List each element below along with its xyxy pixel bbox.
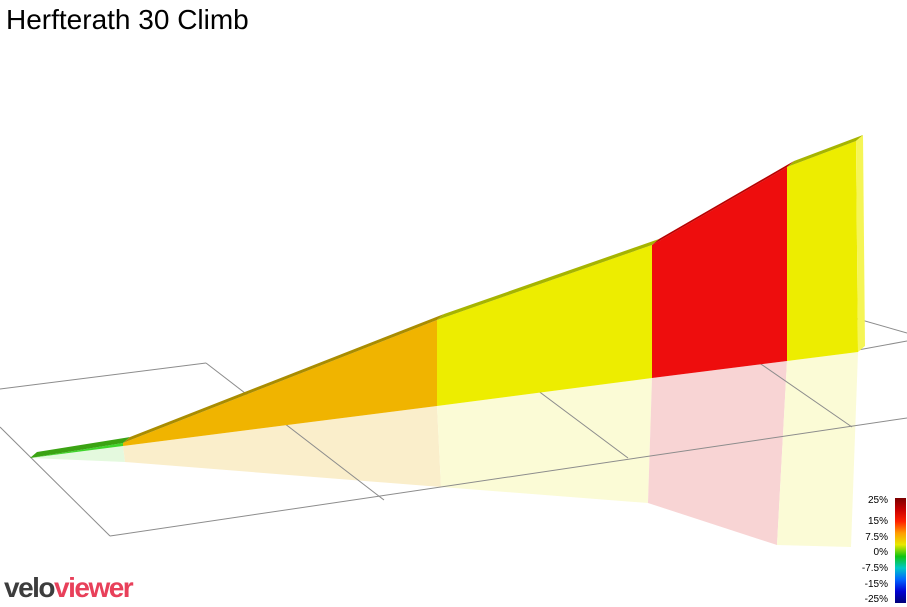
shadow-yellow-1 [437, 378, 652, 503]
chart-title: Herfterath 30 Climb [6, 4, 249, 35]
ridge-green [30, 437, 130, 458]
ridge-red [652, 161, 794, 245]
veloviewer-logo: veloviewer [4, 572, 134, 604]
wall-yellow-1 [437, 245, 652, 406]
grid-line-far-edge-left [0, 362, 207, 390]
shadow-orange [123, 406, 441, 487]
shadow-red [648, 361, 787, 545]
ridge-orange [123, 314, 444, 443]
logo-viewer-text: viewer [54, 572, 134, 603]
wall-yellow-2 [787, 141, 858, 361]
shadow-green [30, 446, 125, 462]
grid-line-near-edge [109, 417, 907, 537]
logo-velo-text: velo [4, 572, 56, 603]
wall-orange [123, 320, 437, 446]
ridge-yellow-1 [437, 239, 659, 320]
wall-red [652, 167, 787, 378]
cap-end-cap [856, 135, 865, 352]
grid-line-far-edge-right [857, 340, 907, 351]
grid-line-cross-line-2 [205, 362, 385, 501]
shadow-yellow-2 [777, 352, 858, 547]
grid-line-cross-line-1 [0, 426, 111, 537]
ridge-yellow-2 [787, 135, 863, 167]
